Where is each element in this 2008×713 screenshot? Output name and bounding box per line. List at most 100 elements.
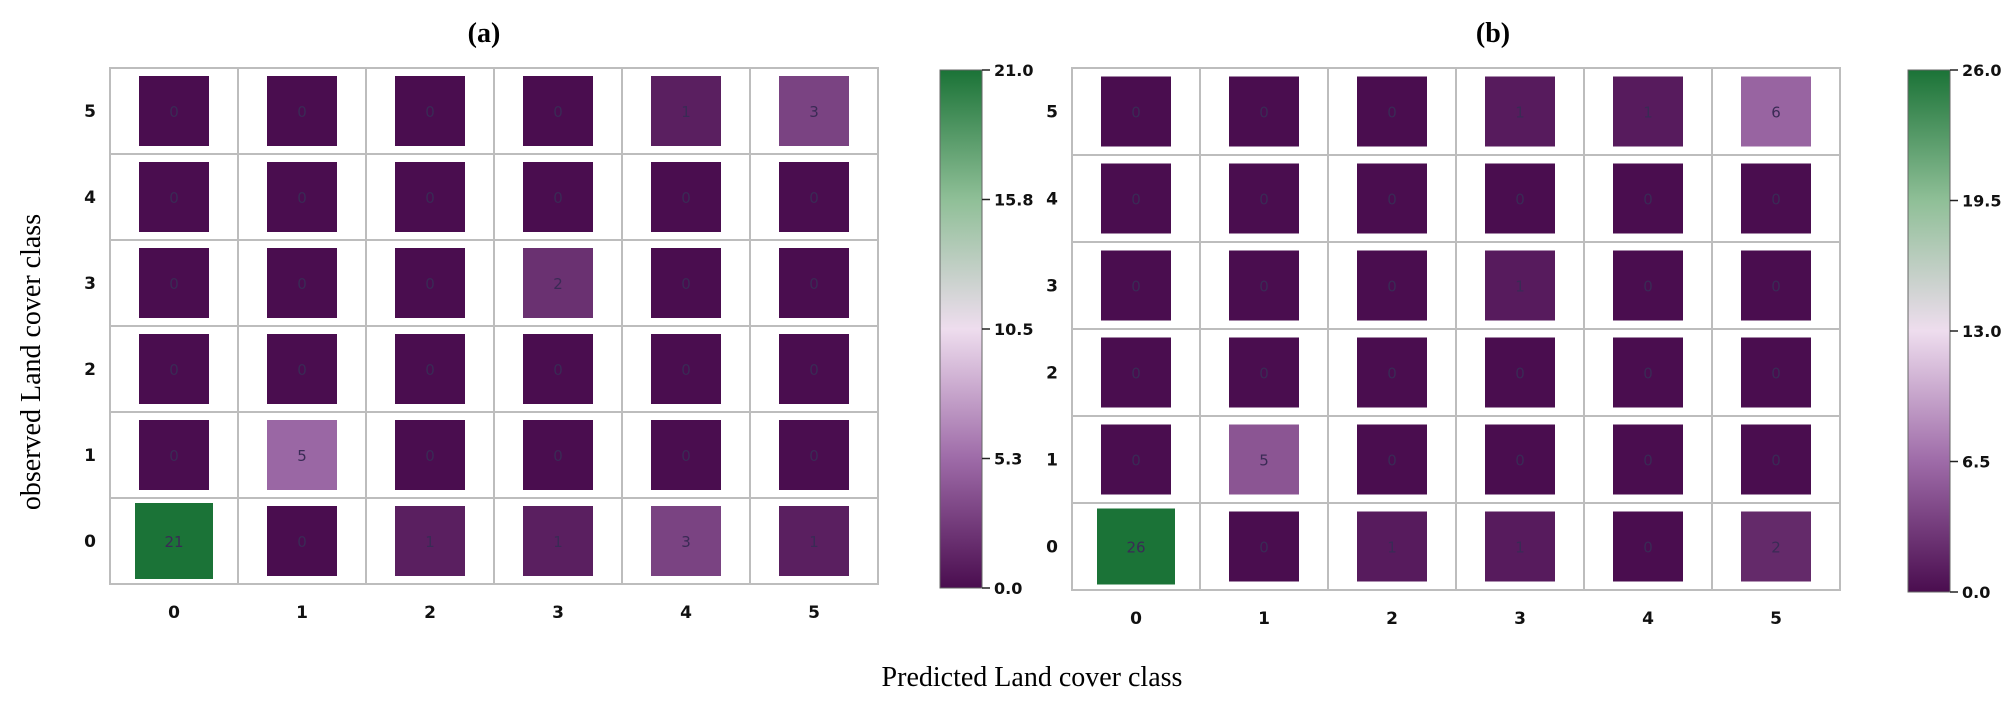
panel-title: (b) — [1476, 18, 1510, 49]
y-tick-label: 5 — [1046, 103, 1058, 123]
cell-value-label: 0 — [1771, 191, 1781, 209]
cell-value-label: 0 — [681, 275, 691, 293]
x-tick-label: 5 — [1770, 609, 1782, 629]
y-tick-label: 4 — [1046, 190, 1058, 210]
cell-value-label: 1 — [553, 533, 563, 551]
cell-value-label: 0 — [681, 189, 691, 207]
cell-value-label: 0 — [1259, 191, 1269, 209]
heatmap-cell — [1101, 250, 1171, 321]
heatmap-cell — [395, 506, 465, 576]
cell-value-label: 5 — [297, 447, 307, 465]
heatmap-cell — [651, 334, 721, 404]
heatmap-cell — [523, 248, 593, 318]
cell-value-label: 0 — [681, 361, 691, 379]
heatmap-cell — [1229, 250, 1299, 321]
cell-value-label: 0 — [1387, 278, 1397, 296]
heatmap-cell — [1613, 511, 1683, 582]
y-tick-label: 4 — [84, 188, 96, 208]
cell-value-label: 0 — [297, 361, 307, 379]
cell-value-label: 1 — [1643, 104, 1653, 122]
cell-value-label: 0 — [809, 447, 819, 465]
cell-value-label: 0 — [1131, 365, 1141, 383]
heatmap-cell — [267, 76, 337, 146]
colorbar-tick-label: 5.3 — [994, 450, 1022, 469]
cell-value-label: 0 — [809, 361, 819, 379]
heatmap-cell — [1741, 337, 1811, 408]
cell-value-label: 0 — [425, 361, 435, 379]
cell-value-label: 0 — [169, 361, 179, 379]
heatmap-cell — [1741, 424, 1811, 495]
cell-value-label: 0 — [1643, 452, 1653, 470]
cell-value-label: 0 — [1131, 104, 1141, 122]
heatmap-cell — [523, 76, 593, 146]
y-tick-label: 2 — [84, 360, 96, 380]
heatmap-cell — [139, 76, 209, 146]
cell-value-label: 0 — [1771, 365, 1781, 383]
panel-title: (a) — [468, 18, 501, 49]
cell-value-label: 0 — [553, 189, 563, 207]
heatmap-panel-b: (b) 0 0 0 1 1 6 0 0 0 0 0 0 0 0 0 1 0 0 0 0 0 0 0 0 0 5 0 0 0 0 26 0 1 1 0 2… — [1046, 18, 2001, 629]
cell-value-label: 0 — [1131, 191, 1141, 209]
cell-value-label: 3 — [809, 103, 819, 121]
heatmap-cell — [651, 420, 721, 490]
cell-value-label: 0 — [681, 447, 691, 465]
heatmap-cell — [1613, 163, 1683, 234]
heatmap-cell — [395, 162, 465, 232]
heatmap-cell — [395, 76, 465, 146]
cell-value-label: 26 — [1126, 539, 1145, 557]
cell-value-label: 0 — [1771, 452, 1781, 470]
heatmap-panel-a: (a)0 0 0 0 1 30 0 0 0 0 00 0 0 2 0 00 0 0 0 0 00 5 0 0 0 021 0 1 1 3 1… — [84, 18, 1033, 623]
x-tick-label: 5 — [808, 603, 820, 623]
heatmap-cell — [523, 334, 593, 404]
colorbar-tick-label: 26.0 — [1962, 61, 2001, 80]
cell-value-label: 0 — [169, 189, 179, 207]
x-tick-label: 1 — [1258, 609, 1270, 629]
cell-value-label: 1 — [1515, 278, 1525, 296]
cell-value-label: 0 — [1643, 278, 1653, 296]
cell-value-label: 0 — [297, 533, 307, 551]
heatmap-cell — [395, 420, 465, 490]
heatmap-cell — [1485, 424, 1555, 495]
heatmap-cell — [139, 420, 209, 490]
cell-value-label: 0 — [297, 189, 307, 207]
cell-value-label: 1 — [1515, 104, 1525, 122]
heatmap-cell — [395, 248, 465, 318]
heatmap-cell — [1613, 76, 1683, 147]
cell-value-label: 1 — [425, 533, 435, 551]
heatmap-cell — [267, 162, 337, 232]
colorbar-tick-label: 19.5 — [1962, 192, 2001, 211]
cell-value-label: 1 — [809, 533, 819, 551]
heatmap-cell — [395, 334, 465, 404]
cell-value-label: 3 — [681, 533, 691, 551]
heatmap-cell — [1097, 508, 1175, 585]
heatmap-cell — [523, 162, 593, 232]
colorbar-tick-label: 6.5 — [1962, 453, 1990, 472]
cell-value-label: 0 — [1643, 539, 1653, 557]
cell-value-label: 0 — [1387, 191, 1397, 209]
heatmap-cell — [651, 76, 721, 146]
cell-value-label: 0 — [425, 275, 435, 293]
heatmap-cell — [651, 248, 721, 318]
cell-value-label: 1 — [681, 103, 691, 121]
heatmap-cell — [779, 506, 849, 576]
heatmap-cell — [1485, 163, 1555, 234]
heatmap-cell — [779, 162, 849, 232]
heatmap-cell — [1229, 76, 1299, 147]
x-tick-label: 2 — [424, 603, 436, 623]
cell-value-label: 0 — [1771, 278, 1781, 296]
heatmap-cell — [1101, 76, 1171, 147]
y-tick-label: 0 — [84, 532, 96, 552]
cell-value-label: 0 — [1131, 278, 1141, 296]
x-axis-title: Predicted Land cover class — [882, 662, 1183, 693]
heatmap-cell — [1229, 337, 1299, 408]
x-tick-label: 1 — [296, 603, 308, 623]
x-tick-label: 3 — [1514, 609, 1526, 629]
cell-value-label: 2 — [553, 275, 563, 293]
colorbar — [939, 69, 983, 589]
cell-value-label: 0 — [1515, 452, 1525, 470]
y-tick-label: 1 — [84, 446, 96, 466]
cell-value-label: 0 — [169, 103, 179, 121]
heatmap-cell — [1357, 424, 1427, 495]
colorbar-tick-label: 0.0 — [1962, 583, 1990, 602]
cell-value-label: 0 — [1259, 104, 1269, 122]
